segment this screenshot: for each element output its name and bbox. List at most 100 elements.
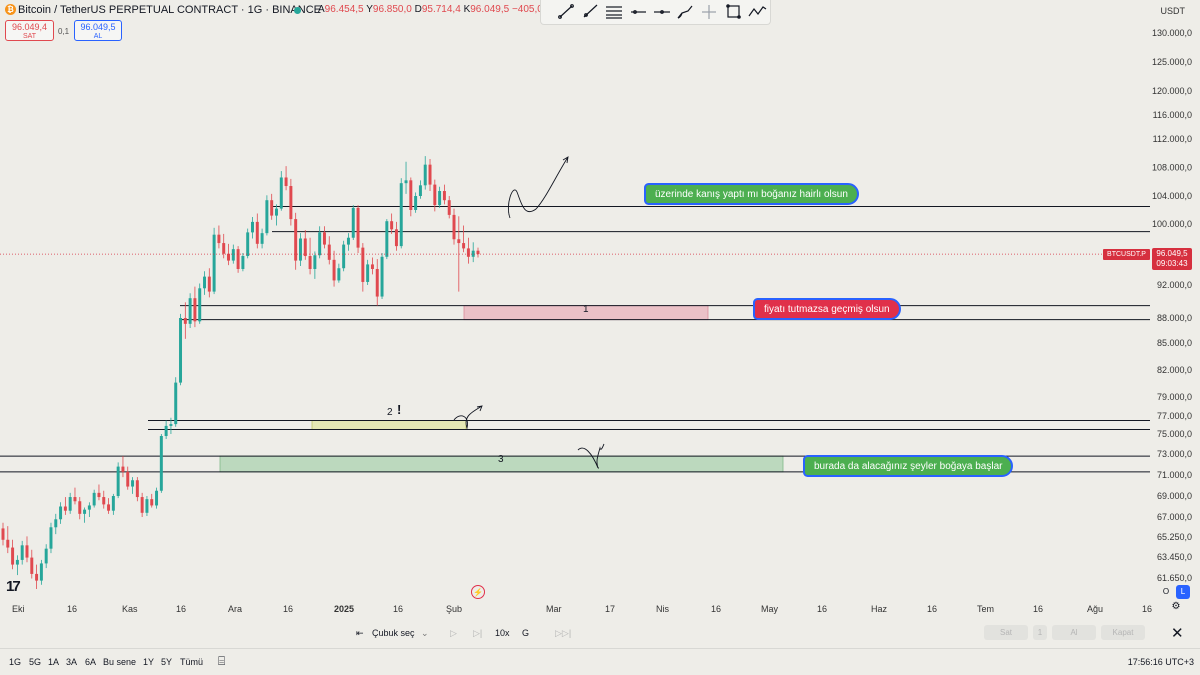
candle — [462, 225, 466, 253]
note-top[interactable]: üzerinde kanış yaptı mı boğanız hairlı o… — [644, 183, 859, 205]
range-3a[interactable]: 3A — [66, 657, 78, 667]
open-key: A — [318, 4, 325, 15]
time-label: 16 — [927, 604, 938, 614]
range-all[interactable]: Tümü — [180, 657, 204, 667]
time-label: Haz — [871, 604, 888, 614]
candle — [442, 184, 446, 205]
buy-button[interactable]: 96.049,5 AL — [74, 20, 122, 41]
candle — [145, 496, 149, 516]
range-5g[interactable]: 5G — [29, 657, 42, 667]
levels-layer — [0, 206, 1150, 473]
candle — [39, 559, 43, 585]
candle — [375, 259, 379, 306]
candle — [414, 192, 418, 213]
time-label: 16 — [67, 604, 78, 614]
trend-line-icon[interactable] — [558, 4, 574, 19]
zone-1-label: 1 — [583, 304, 589, 315]
play-icon[interactable]: ▷ — [450, 628, 457, 638]
zone-2-label: 2 — [387, 407, 393, 418]
range-1g[interactable]: 1G — [9, 657, 22, 667]
range-1a[interactable]: 1A — [48, 657, 60, 667]
clock[interactable]: 17:56:16 UTC+3 — [1127, 657, 1194, 667]
price-axis-label: 67.000,0 — [1157, 512, 1192, 522]
candle — [212, 227, 216, 295]
candle — [318, 226, 322, 259]
candle — [294, 212, 298, 270]
speed-button[interactable]: 10x — [495, 628, 510, 638]
crosshair-icon[interactable] — [702, 5, 716, 19]
price-axis-label: 63.450,0 — [1157, 552, 1192, 562]
close-icon[interactable]: ✕ — [1171, 625, 1184, 642]
market-open-indicator — [294, 7, 301, 14]
candle — [332, 250, 336, 287]
candle — [322, 226, 326, 249]
range-ytd[interactable]: Bu sene — [103, 657, 137, 667]
candle — [179, 313, 183, 386]
candle — [241, 252, 245, 272]
date-range-icon[interactable]: ⌸ — [218, 654, 226, 668]
ray-icon[interactable] — [583, 4, 598, 18]
freehand-arrow-top — [507, 156, 569, 219]
candle — [394, 221, 398, 251]
symbol-title[interactable]: Bitcoin / TetherUS PERPETUAL CONTRACT · … — [18, 4, 321, 16]
interval-button[interactable]: G — [522, 628, 530, 638]
sell-button[interactable]: 96.049,4 SAT — [5, 20, 54, 41]
candle — [351, 205, 355, 241]
candle — [289, 178, 293, 226]
candle — [399, 178, 403, 249]
horizontal-ray-icon[interactable] — [631, 10, 646, 14]
candle — [217, 225, 221, 249]
brush-icon[interactable] — [677, 5, 693, 19]
price-axis[interactable]: 130.000,0 125.000,0 120.000,0 116.000,0 112.… — [1152, 28, 1192, 583]
ohlc-legend: A96.454,5 Y96.850,0 D95.714,4 K96.049,5 … — [318, 4, 560, 15]
price-axis-label: 92.000,0 — [1157, 280, 1192, 290]
candle — [20, 540, 24, 565]
parallel-channel-icon[interactable] — [606, 6, 622, 19]
candle — [25, 536, 29, 563]
log-scale-toggle[interactable]: L — [1176, 585, 1190, 599]
range-1y[interactable]: 1Y — [143, 657, 155, 667]
replay-close-position-button[interactable]: Kapat — [1101, 625, 1145, 640]
rectangle-icon[interactable] — [726, 4, 741, 19]
candle — [227, 243, 230, 266]
candle — [298, 233, 302, 266]
candle — [203, 271, 207, 295]
freehand-arrow-zone3 — [577, 443, 605, 469]
candle — [164, 420, 168, 439]
horizontal-line-icon[interactable] — [654, 10, 670, 14]
candle — [274, 204, 278, 226]
price-axis-label: 125.000,0 — [1152, 57, 1192, 67]
time-label: 16 — [1033, 604, 1044, 614]
zone-2-rect[interactable] — [311, 420, 467, 430]
candle — [385, 219, 389, 260]
event-flash-icon[interactable]: ⚡ — [471, 585, 485, 599]
replay-sell-button[interactable]: Sat — [984, 625, 1028, 640]
candle — [284, 166, 288, 191]
candle — [15, 555, 19, 576]
percent-toggle[interactable]: O — [1162, 587, 1170, 596]
price-axis-label: 108.000,0 — [1152, 163, 1192, 173]
candle — [193, 286, 197, 328]
replay-qty-field[interactable]: 1 — [1033, 625, 1047, 640]
candle — [59, 502, 63, 524]
time-label: 2025 — [334, 604, 355, 614]
note-bottom[interactable]: burada da alacağınız şeyler boğaya başla… — [803, 455, 1014, 477]
candle — [380, 252, 384, 300]
candle — [97, 484, 101, 501]
note-middle[interactable]: fiyatı tutmazsa geçmiş olsun — [753, 298, 901, 320]
tradingview-logo[interactable]: 17 — [6, 578, 21, 595]
candle — [198, 283, 202, 324]
buy-label: AL — [93, 33, 103, 40]
jump-to-realtime-icon[interactable]: ▷▷| — [555, 628, 572, 638]
bar-select-button[interactable]: Çubuk seç — [372, 628, 415, 638]
axis-settings-icon[interactable]: ⚙ — [1171, 601, 1181, 612]
step-forward-icon[interactable]: ▷| — [473, 628, 483, 638]
path-icon[interactable] — [748, 6, 767, 17]
time-label: Nis — [656, 604, 669, 614]
candle — [116, 462, 120, 499]
range-6a[interactable]: 6A — [85, 657, 97, 667]
range-5y[interactable]: 5Y — [161, 657, 173, 667]
chevron-down-icon[interactable]: ⌄ — [421, 628, 429, 638]
replay-buy-button[interactable]: Al — [1052, 625, 1096, 640]
